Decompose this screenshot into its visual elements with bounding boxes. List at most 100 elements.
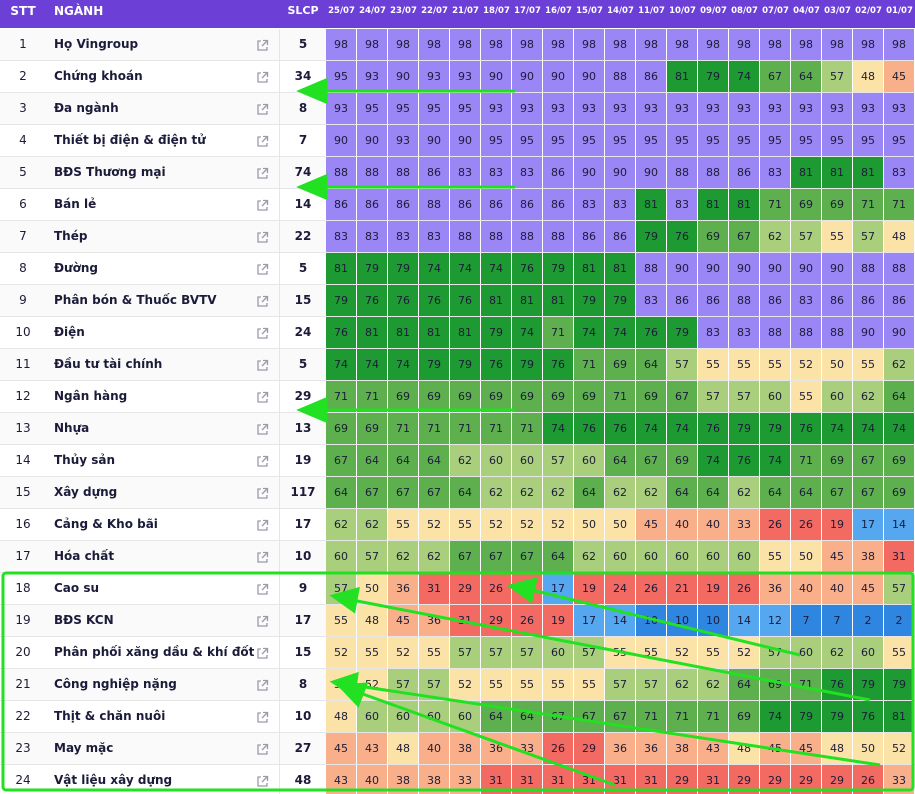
- heatmap-cell[interactable]: 81: [543, 285, 574, 316]
- heatmap-cell[interactable]: 79: [512, 349, 543, 380]
- heatmap-cell[interactable]: 74: [667, 413, 698, 444]
- heatmap-cell[interactable]: 55: [884, 637, 915, 668]
- heatmap-cell[interactable]: 57: [388, 669, 419, 700]
- heatmap-cell[interactable]: 19: [543, 605, 574, 636]
- heatmap-cell[interactable]: 45: [326, 733, 357, 764]
- header-date[interactable]: 22/07: [421, 6, 448, 16]
- heatmap-cell[interactable]: 52: [667, 637, 698, 668]
- heatmap-cell[interactable]: 93: [605, 93, 636, 124]
- heatmap-cell[interactable]: 76: [667, 221, 698, 252]
- heatmap-cell[interactable]: 74: [419, 253, 450, 284]
- industry-name[interactable]: Đầu tư tài chính: [46, 349, 246, 380]
- heatmap-cell[interactable]: 67: [419, 477, 450, 508]
- heatmap-cell[interactable]: 60: [667, 541, 698, 572]
- heatmap-cell[interactable]: 24: [605, 573, 636, 604]
- industry-name[interactable]: Chứng khoán: [54, 69, 143, 83]
- heatmap-cell[interactable]: 26: [543, 733, 574, 764]
- header-stock-count[interactable]: SLCP: [287, 4, 319, 17]
- open-link-button[interactable]: [246, 349, 280, 380]
- industry-name[interactable]: Thiết bị điện & điện tử: [54, 133, 206, 147]
- heatmap-cell[interactable]: 67: [357, 477, 388, 508]
- heatmap-cell[interactable]: 69: [760, 669, 791, 700]
- heatmap-cell[interactable]: 62: [450, 445, 481, 476]
- heatmap-cell[interactable]: 31: [450, 605, 481, 636]
- heatmap-cell[interactable]: 69: [791, 189, 822, 220]
- heatmap-cell[interactable]: 74: [884, 413, 915, 444]
- heatmap-cell[interactable]: 29: [667, 765, 698, 794]
- heatmap-cell[interactable]: 93: [419, 61, 450, 92]
- heatmap-cell[interactable]: 81: [822, 157, 853, 188]
- heatmap-cell[interactable]: 31: [512, 765, 543, 794]
- heatmap-cell[interactable]: 57: [450, 637, 481, 668]
- heatmap-cell[interactable]: 86: [419, 157, 450, 188]
- heatmap-cell[interactable]: 55: [729, 349, 760, 380]
- heatmap-cell[interactable]: 55: [512, 669, 543, 700]
- heatmap-cell[interactable]: 62: [822, 637, 853, 668]
- table-row[interactable]: 23 May mặc 27 45 43 48 40 38 36 33 26 29 36 36 38 43 48 4…: [0, 733, 915, 765]
- heatmap-cell[interactable]: 69: [326, 413, 357, 444]
- heatmap-cell[interactable]: 98: [388, 29, 419, 60]
- heatmap-cell[interactable]: 79: [450, 349, 481, 380]
- heatmap-cell[interactable]: 93: [574, 93, 605, 124]
- heatmap-cell[interactable]: 83: [760, 157, 791, 188]
- table-row[interactable]: 18 Cao su 9 57 50 36 31 29 26 24 17 19 24 26 21 19 26 36 4…: [0, 573, 915, 605]
- heatmap-cell[interactable]: 86: [636, 61, 667, 92]
- heatmap-cell[interactable]: 88: [543, 221, 574, 252]
- heatmap-cell[interactable]: 83: [605, 189, 636, 220]
- heatmap-cell[interactable]: 67: [853, 445, 884, 476]
- heatmap-cell[interactable]: 83: [481, 157, 512, 188]
- heatmap-cell[interactable]: 62: [636, 477, 667, 508]
- heatmap-cell[interactable]: 79: [636, 221, 667, 252]
- heatmap-cell[interactable]: 98: [481, 29, 512, 60]
- external-link-icon[interactable]: [256, 103, 269, 116]
- heatmap-cell[interactable]: 88: [853, 253, 884, 284]
- heatmap-cell[interactable]: 71: [884, 189, 915, 220]
- heatmap-cell[interactable]: 2: [884, 605, 915, 636]
- external-link-icon[interactable]: [256, 551, 269, 564]
- external-link-icon[interactable]: [256, 487, 269, 500]
- heatmap-cell[interactable]: 86: [543, 157, 574, 188]
- heatmap-cell[interactable]: 19: [822, 509, 853, 540]
- open-link-button[interactable]: [246, 477, 280, 508]
- heatmap-cell[interactable]: 64: [884, 381, 915, 412]
- heatmap-cell[interactable]: 79: [729, 413, 760, 444]
- external-link-icon[interactable]: [256, 775, 269, 788]
- heatmap-cell[interactable]: 69: [574, 381, 605, 412]
- heatmap-cell[interactable]: 95: [574, 125, 605, 156]
- heatmap-cell[interactable]: 10: [636, 605, 667, 636]
- heatmap-cell[interactable]: 88: [636, 253, 667, 284]
- heatmap-cell[interactable]: 60: [481, 445, 512, 476]
- heatmap-cell[interactable]: 60: [326, 541, 357, 572]
- heatmap-cell[interactable]: 64: [574, 477, 605, 508]
- heatmap-cell[interactable]: 31: [543, 765, 574, 794]
- heatmap-cell[interactable]: 95: [667, 125, 698, 156]
- heatmap-cell[interactable]: 90: [760, 253, 791, 284]
- heatmap-cell[interactable]: 90: [791, 253, 822, 284]
- heatmap-cell[interactable]: 95: [388, 93, 419, 124]
- heatmap-cell[interactable]: 40: [357, 765, 388, 794]
- heatmap-cell[interactable]: 88: [729, 285, 760, 316]
- header-date[interactable]: 24/07: [359, 6, 386, 16]
- heatmap-cell[interactable]: 74: [326, 349, 357, 380]
- heatmap-cell[interactable]: 55: [605, 637, 636, 668]
- heatmap-cell[interactable]: 81: [388, 317, 419, 348]
- heatmap-cell[interactable]: 90: [450, 125, 481, 156]
- heatmap-cell[interactable]: 98: [884, 29, 915, 60]
- heatmap-cell[interactable]: 93: [853, 93, 884, 124]
- heatmap-cell[interactable]: 62: [853, 381, 884, 412]
- heatmap-cell[interactable]: 74: [388, 349, 419, 380]
- heatmap-cell[interactable]: 2: [853, 605, 884, 636]
- heatmap-cell[interactable]: 81: [729, 189, 760, 220]
- external-link-icon[interactable]: [256, 263, 269, 276]
- heatmap-cell[interactable]: 57: [822, 61, 853, 92]
- open-link-button[interactable]: [246, 125, 280, 156]
- heatmap-cell[interactable]: 64: [419, 445, 450, 476]
- industry-name[interactable]: Đường: [54, 261, 98, 275]
- heatmap-cell[interactable]: 24: [512, 573, 543, 604]
- heatmap-cell[interactable]: 57: [512, 637, 543, 668]
- open-link-button[interactable]: [246, 221, 280, 252]
- heatmap-cell[interactable]: 60: [853, 637, 884, 668]
- heatmap-cell[interactable]: 17: [543, 573, 574, 604]
- industry-name[interactable]: May mặc: [46, 733, 246, 764]
- heatmap-cell[interactable]: 90: [667, 253, 698, 284]
